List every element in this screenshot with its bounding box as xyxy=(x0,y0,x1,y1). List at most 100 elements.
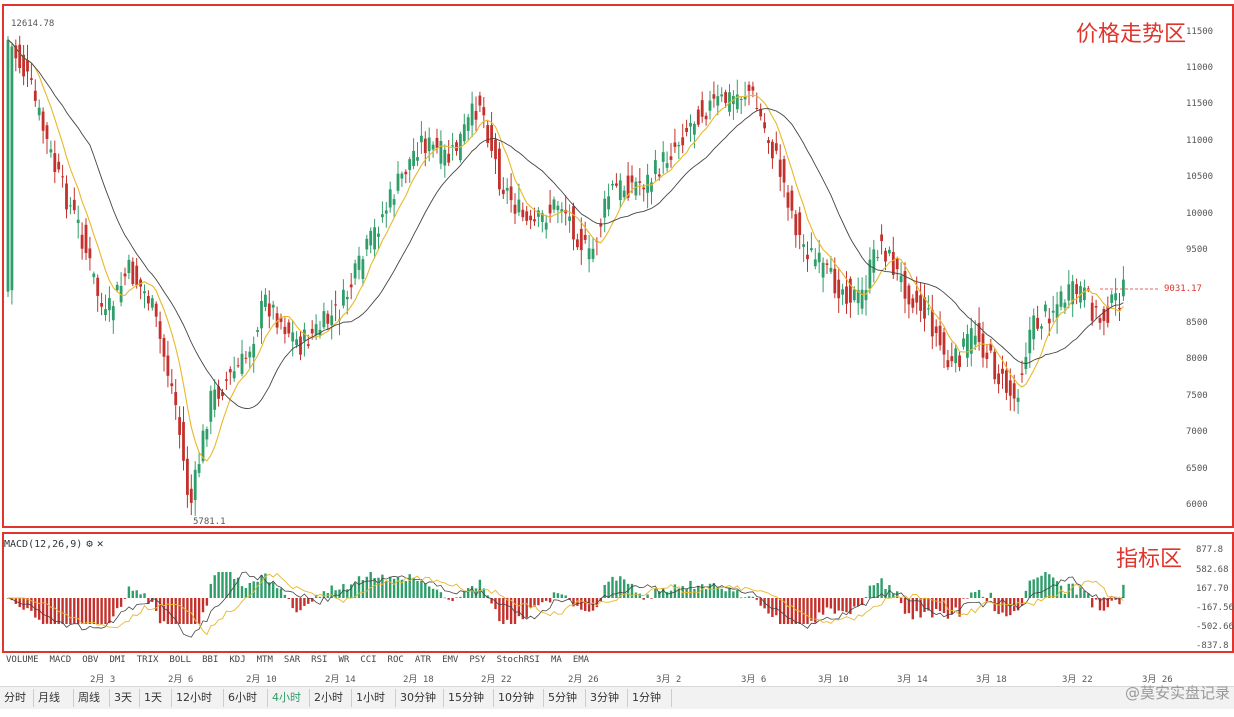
candle-body xyxy=(735,94,739,110)
macd-bar xyxy=(966,598,969,599)
macd-bar xyxy=(34,598,37,618)
indicator-tab[interactable]: MA xyxy=(550,655,562,665)
macd-bar xyxy=(997,598,1000,615)
candle-body xyxy=(665,163,669,168)
indicator-tab[interactable]: TRIX xyxy=(136,655,159,665)
indicator-tab[interactable]: RSI xyxy=(311,655,328,665)
macd-bar xyxy=(977,589,981,598)
macd-bar xyxy=(408,574,411,598)
macd-bar xyxy=(1106,598,1109,608)
price-zone-frame xyxy=(2,4,1234,528)
macd-bar xyxy=(30,598,33,611)
candle-body xyxy=(747,84,751,91)
indicator-tab[interactable]: EMV xyxy=(442,655,459,665)
indicator-tab[interactable]: BBI xyxy=(202,655,219,665)
candle-body xyxy=(880,234,883,242)
candle-body xyxy=(934,326,938,333)
macd-bar xyxy=(41,598,45,624)
watermark: @莫安实盘记录 xyxy=(1124,684,1230,702)
macd-bar xyxy=(1013,598,1016,612)
macd-bar xyxy=(1044,572,1047,598)
macd-bar xyxy=(377,577,380,598)
period-button[interactable]: 3天 xyxy=(110,689,140,707)
indicator-tab[interactable]: WR xyxy=(338,655,350,665)
period-button[interactable]: 5分钟 xyxy=(544,689,586,707)
macd-bar xyxy=(299,598,302,611)
macd-bar xyxy=(903,598,907,614)
macd-bar xyxy=(396,577,400,598)
period-button[interactable]: 1分钟 xyxy=(628,689,672,707)
indicator-tab[interactable]: StochRSI xyxy=(496,655,540,665)
indicator-tab[interactable]: MTM xyxy=(256,655,273,665)
macd-bar xyxy=(802,598,805,624)
candle-body xyxy=(26,60,29,72)
macd-bar xyxy=(123,598,127,599)
macd-bar xyxy=(131,590,134,598)
candle-body xyxy=(852,289,856,301)
period-button[interactable]: 分时 xyxy=(0,689,34,707)
period-button[interactable]: 周线 xyxy=(74,689,110,707)
candle-body xyxy=(743,96,747,100)
candle-body xyxy=(478,95,482,106)
macd-bar xyxy=(431,588,435,598)
macd-bar xyxy=(548,598,552,603)
candle-body xyxy=(264,294,267,307)
close-icon[interactable]: ✕ xyxy=(96,537,104,550)
indicator-tab[interactable]: KDJ xyxy=(229,655,246,665)
indicator-tab[interactable]: BOLL xyxy=(169,655,192,665)
candle-body xyxy=(408,159,412,170)
candle-body xyxy=(147,295,150,304)
indicator-tab[interactable]: PSY xyxy=(469,655,486,665)
candle-body xyxy=(439,141,443,164)
period-button[interactable]: 10分钟 xyxy=(494,689,544,707)
candle-body xyxy=(560,209,564,212)
indicator-tab[interactable]: VOLUME xyxy=(6,655,39,665)
period-button[interactable]: 12小时 xyxy=(172,689,224,707)
period-button[interactable]: 3分钟 xyxy=(586,689,628,707)
indicator-tab[interactable]: SAR xyxy=(283,655,301,665)
macd-bar xyxy=(373,577,376,598)
candle-body xyxy=(1055,304,1059,319)
settings-icon[interactable]: ⚙ xyxy=(86,537,93,550)
candle-body xyxy=(720,94,724,97)
macd-bar xyxy=(486,595,489,598)
indicator-tab[interactable]: CCI xyxy=(360,655,377,665)
macd-bar xyxy=(451,598,454,602)
macd-bar xyxy=(825,598,829,608)
period-button[interactable]: 月线 xyxy=(34,689,74,707)
candle-body xyxy=(225,379,228,381)
indicator-tab[interactable]: OBV xyxy=(82,655,99,665)
period-button[interactable]: 1小时 xyxy=(352,689,396,707)
period-button[interactable]: 6小时 xyxy=(224,689,268,707)
candle-body xyxy=(61,176,64,178)
indicator-tab[interactable]: DMI xyxy=(109,655,126,665)
date-tick: 2月 3 xyxy=(90,675,116,685)
indicator-tab[interactable]: ROC xyxy=(387,655,404,665)
macd-bar xyxy=(178,598,181,624)
macd-bar xyxy=(279,588,283,598)
macd-bar xyxy=(985,598,989,602)
candle-body xyxy=(275,313,279,328)
macd-bar xyxy=(849,598,852,614)
indicator-tab[interactable]: EMA xyxy=(572,655,590,665)
candle-body xyxy=(685,127,688,132)
period-button[interactable]: 1天 xyxy=(140,689,172,707)
macd-bar xyxy=(182,598,185,624)
period-button-active[interactable]: 4小时 xyxy=(268,689,310,707)
macd-bar xyxy=(357,576,361,598)
candle-body xyxy=(813,259,817,267)
macd-bar xyxy=(318,596,322,598)
period-button[interactable]: 2小时 xyxy=(310,689,352,707)
indicator-tab[interactable]: ATR xyxy=(414,655,432,665)
macd-bar xyxy=(1036,577,1039,598)
candle-body xyxy=(1071,281,1075,305)
candle-body xyxy=(178,417,181,435)
macd-bar xyxy=(213,575,216,598)
period-button[interactable]: 15分钟 xyxy=(444,689,494,707)
indicator-tab[interactable]: MACD xyxy=(49,655,72,665)
candle-body xyxy=(170,383,174,387)
macd-bar xyxy=(837,598,840,611)
macd-bar xyxy=(80,598,84,624)
period-button[interactable]: 30分钟 xyxy=(396,689,444,707)
